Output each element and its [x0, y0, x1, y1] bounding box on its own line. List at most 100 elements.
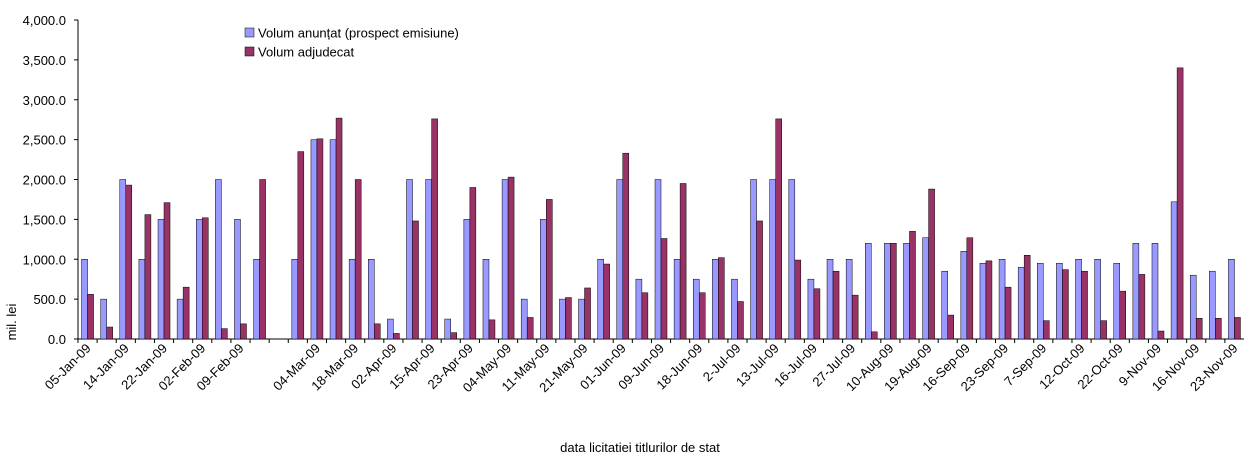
- bar: [622, 152, 630, 340]
- bar: [851, 294, 859, 340]
- bar: [368, 259, 375, 340]
- x-axis-title: data licitatiei titlurilor de stat: [560, 440, 720, 455]
- bar: [1062, 269, 1069, 340]
- bar: [138, 259, 146, 340]
- bar: [444, 318, 451, 340]
- bar: [807, 278, 815, 340]
- y-tick-label: 1,000.0: [23, 252, 66, 267]
- bar: [673, 259, 681, 340]
- bar: [578, 298, 585, 340]
- bar: [144, 214, 152, 340]
- bar: [660, 238, 668, 340]
- bar: [1132, 243, 1140, 340]
- legend-swatch: [244, 27, 255, 38]
- bar: [641, 292, 649, 340]
- bar: [195, 219, 203, 340]
- bar: [603, 263, 610, 340]
- bar: [215, 179, 222, 340]
- bar: [1189, 274, 1197, 340]
- bar: [526, 317, 534, 340]
- bar: [297, 151, 305, 340]
- bar: [865, 243, 872, 340]
- bar: [1151, 243, 1159, 340]
- bar: [1195, 318, 1203, 340]
- bar: [520, 298, 528, 340]
- bar: [425, 179, 432, 340]
- bar: [348, 259, 356, 340]
- bar: [253, 259, 260, 340]
- bar: [788, 179, 796, 340]
- y-tick-label: 2,000.0: [23, 173, 66, 188]
- bar: [387, 318, 394, 340]
- bar: [813, 288, 821, 340]
- bar: [756, 220, 763, 340]
- bar: [469, 187, 477, 340]
- bar: [832, 270, 840, 340]
- bar: [903, 243, 910, 340]
- bar: [406, 179, 413, 340]
- bar: [718, 257, 725, 340]
- bar: [1094, 259, 1101, 340]
- bar: [1100, 320, 1107, 340]
- bar: [157, 219, 165, 340]
- bar: [291, 259, 299, 340]
- bar: [1037, 262, 1044, 340]
- bar: [463, 219, 471, 340]
- bar: [316, 138, 324, 340]
- bar: [393, 333, 400, 340]
- bar: [679, 183, 687, 340]
- bar: [482, 259, 490, 340]
- bar: [100, 298, 107, 340]
- bar: [1228, 259, 1235, 340]
- y-tick-label: 1,500.0: [23, 212, 66, 227]
- bar: [374, 323, 381, 340]
- bar: [240, 323, 247, 340]
- bar: [731, 278, 738, 340]
- bar: [826, 259, 834, 340]
- bar: [507, 176, 515, 340]
- bar: [488, 319, 496, 340]
- bar: [692, 278, 700, 340]
- bar: [941, 270, 948, 340]
- bar: [597, 259, 604, 340]
- bar: [654, 179, 662, 340]
- bar: [635, 278, 643, 340]
- bar: [845, 259, 853, 340]
- y-tick-label: 3,500.0: [23, 53, 66, 68]
- bar: [1170, 201, 1178, 340]
- bar: [884, 243, 891, 340]
- bar: [259, 179, 266, 340]
- bar: [1209, 270, 1216, 340]
- bar: [546, 199, 553, 340]
- bar: [119, 179, 127, 340]
- bar: [1043, 320, 1050, 340]
- bar: [125, 184, 133, 340]
- bar: [890, 243, 897, 340]
- bar: [450, 332, 457, 340]
- y-tick-label: 3,000.0: [23, 93, 66, 108]
- bar: [998, 259, 1006, 340]
- bar: [698, 292, 706, 340]
- bar: [985, 260, 993, 340]
- bar: [922, 237, 929, 340]
- bar: [1081, 270, 1088, 340]
- bar: [1004, 286, 1012, 340]
- bar: [106, 326, 113, 340]
- bar: [335, 117, 343, 340]
- bar: [966, 237, 974, 340]
- bar: [871, 331, 878, 340]
- bar: [182, 286, 190, 340]
- bar: [750, 179, 757, 340]
- bar: [928, 188, 935, 340]
- bar: [979, 262, 987, 340]
- bar: [1138, 274, 1146, 340]
- bar: [909, 231, 916, 340]
- bar: [310, 139, 318, 340]
- bar: [1234, 317, 1241, 340]
- bar: [176, 298, 184, 340]
- legend-swatch: [244, 46, 255, 57]
- y-tick-label: 4,000.0: [23, 13, 66, 28]
- bar: [412, 220, 419, 340]
- y-tick-label: 500.0: [33, 292, 66, 307]
